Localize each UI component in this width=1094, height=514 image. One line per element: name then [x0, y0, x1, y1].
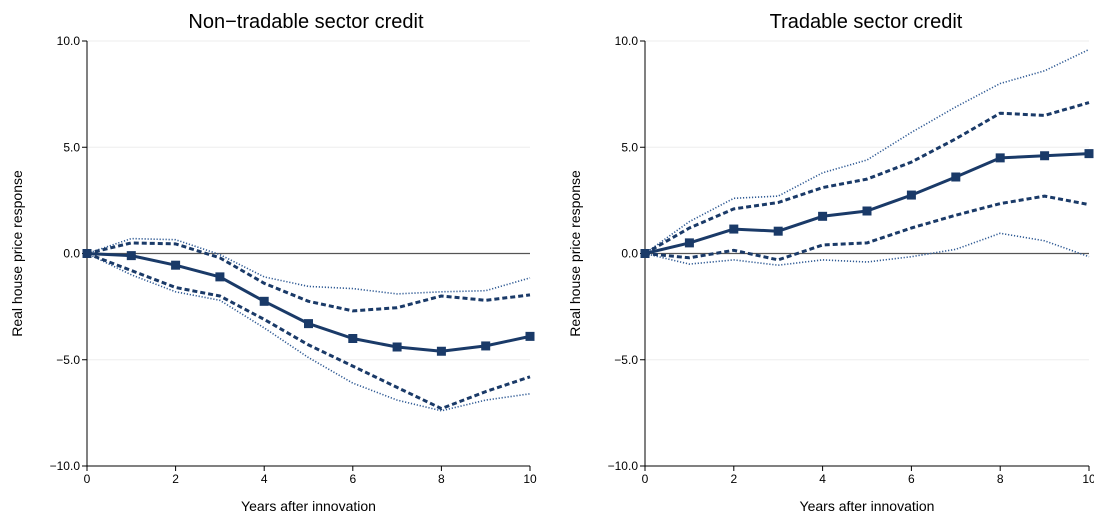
x-tick-label: 8 [997, 472, 1004, 486]
x-tick-label: 10 [1082, 472, 1094, 486]
estimate-marker [818, 211, 828, 221]
y-tick-label: 5.0 [63, 140, 80, 154]
estimate-marker [215, 272, 225, 282]
y-tick-label: 0.0 [621, 247, 638, 261]
x-axis-label: Years after innovation [241, 498, 376, 514]
x-tick-label: 2 [730, 472, 737, 486]
estimate-marker [684, 238, 694, 248]
x-tick-label: 4 [261, 472, 268, 486]
series-upper-band-inner [86, 241, 531, 313]
y-tick-label: 5.0 [621, 140, 638, 154]
series-upper-band-outer [644, 48, 1090, 255]
y-tick-label: −5.0 [56, 353, 80, 367]
series-lower-band-outer [86, 252, 531, 412]
estimate-marker [82, 249, 92, 258]
series-lower-band-outer [644, 232, 1090, 267]
y-axis-label: Real house price response [567, 170, 583, 337]
series-upper-band-outer [86, 237, 531, 295]
x-tick-label: 0 [642, 472, 649, 486]
y-tick-label: 10.0 [57, 34, 81, 48]
x-tick-label: 0 [84, 472, 91, 486]
y-tick-label: −10.0 [608, 459, 639, 473]
y-tick-label: 0.0 [63, 247, 80, 261]
chart-title: Non−tradable sector credit [188, 11, 424, 33]
x-tick-label: 10 [523, 472, 537, 486]
estimate-marker [1040, 151, 1050, 161]
x-axis-label: Years after innovation [800, 498, 935, 514]
series-lower-band-inner [644, 194, 1090, 262]
series-estimate [644, 152, 1090, 255]
estimate-marker [481, 341, 491, 351]
estimate-marker [348, 334, 358, 343]
estimate-marker [862, 206, 872, 216]
series-lower-band-inner [86, 252, 531, 411]
estimate-marker [995, 153, 1005, 163]
estimate-marker [392, 342, 402, 352]
estimate-marker [951, 172, 961, 182]
y-tick-label: −5.0 [614, 353, 638, 367]
estimate-marker [525, 331, 535, 341]
estimate-marker [640, 249, 650, 258]
estimate-marker [773, 226, 783, 236]
estimate-marker [304, 319, 313, 329]
chart-title: Tradable sector credit [770, 11, 963, 33]
panel-non-tradable: −10.0 −5.0 0.0 5.0 10.0 0 2 4 6 8 10 Non−tradable s… [9, 11, 537, 514]
estimate-marker [906, 190, 916, 200]
estimate-marker [259, 296, 269, 306]
y-tick-label: −10.0 [50, 459, 81, 473]
x-tick-label: 6 [908, 472, 915, 486]
x-tick-label: 8 [438, 472, 445, 486]
x-tick-label: 4 [819, 472, 826, 486]
estimate-marker [1084, 149, 1094, 159]
estimate-marker [171, 260, 181, 270]
estimate-marker [729, 224, 739, 234]
y-axis-label: Real house price response [9, 170, 25, 337]
estimate-marker [126, 251, 136, 261]
estimate-marker [436, 346, 446, 356]
y-tick-label: 10.0 [615, 34, 639, 48]
panel-tradable: −10.0 −5.0 0.0 5.0 10.0 0 2 4 6 8 10 Tradable secto… [567, 11, 1094, 514]
series-upper-band-inner [644, 101, 1090, 255]
x-tick-label: 6 [349, 472, 356, 486]
x-tick-label: 2 [172, 472, 179, 486]
